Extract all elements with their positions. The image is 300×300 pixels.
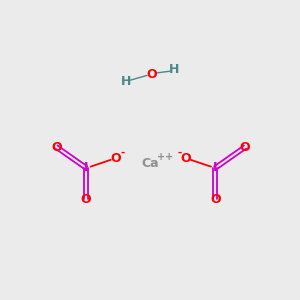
Text: O: O [51, 140, 62, 154]
Text: O: O [110, 152, 121, 165]
Text: O: O [81, 193, 92, 206]
Text: H: H [169, 63, 179, 76]
Text: ++: ++ [157, 152, 174, 162]
Text: I: I [84, 161, 88, 174]
Text: O: O [180, 152, 191, 165]
Text: I: I [213, 161, 218, 174]
Text: Ca: Ca [141, 157, 159, 170]
Text: -: - [177, 148, 181, 158]
Text: O: O [146, 68, 157, 81]
Text: O: O [210, 193, 221, 206]
Text: O: O [240, 140, 250, 154]
Text: -: - [120, 148, 124, 158]
Text: H: H [121, 75, 131, 88]
